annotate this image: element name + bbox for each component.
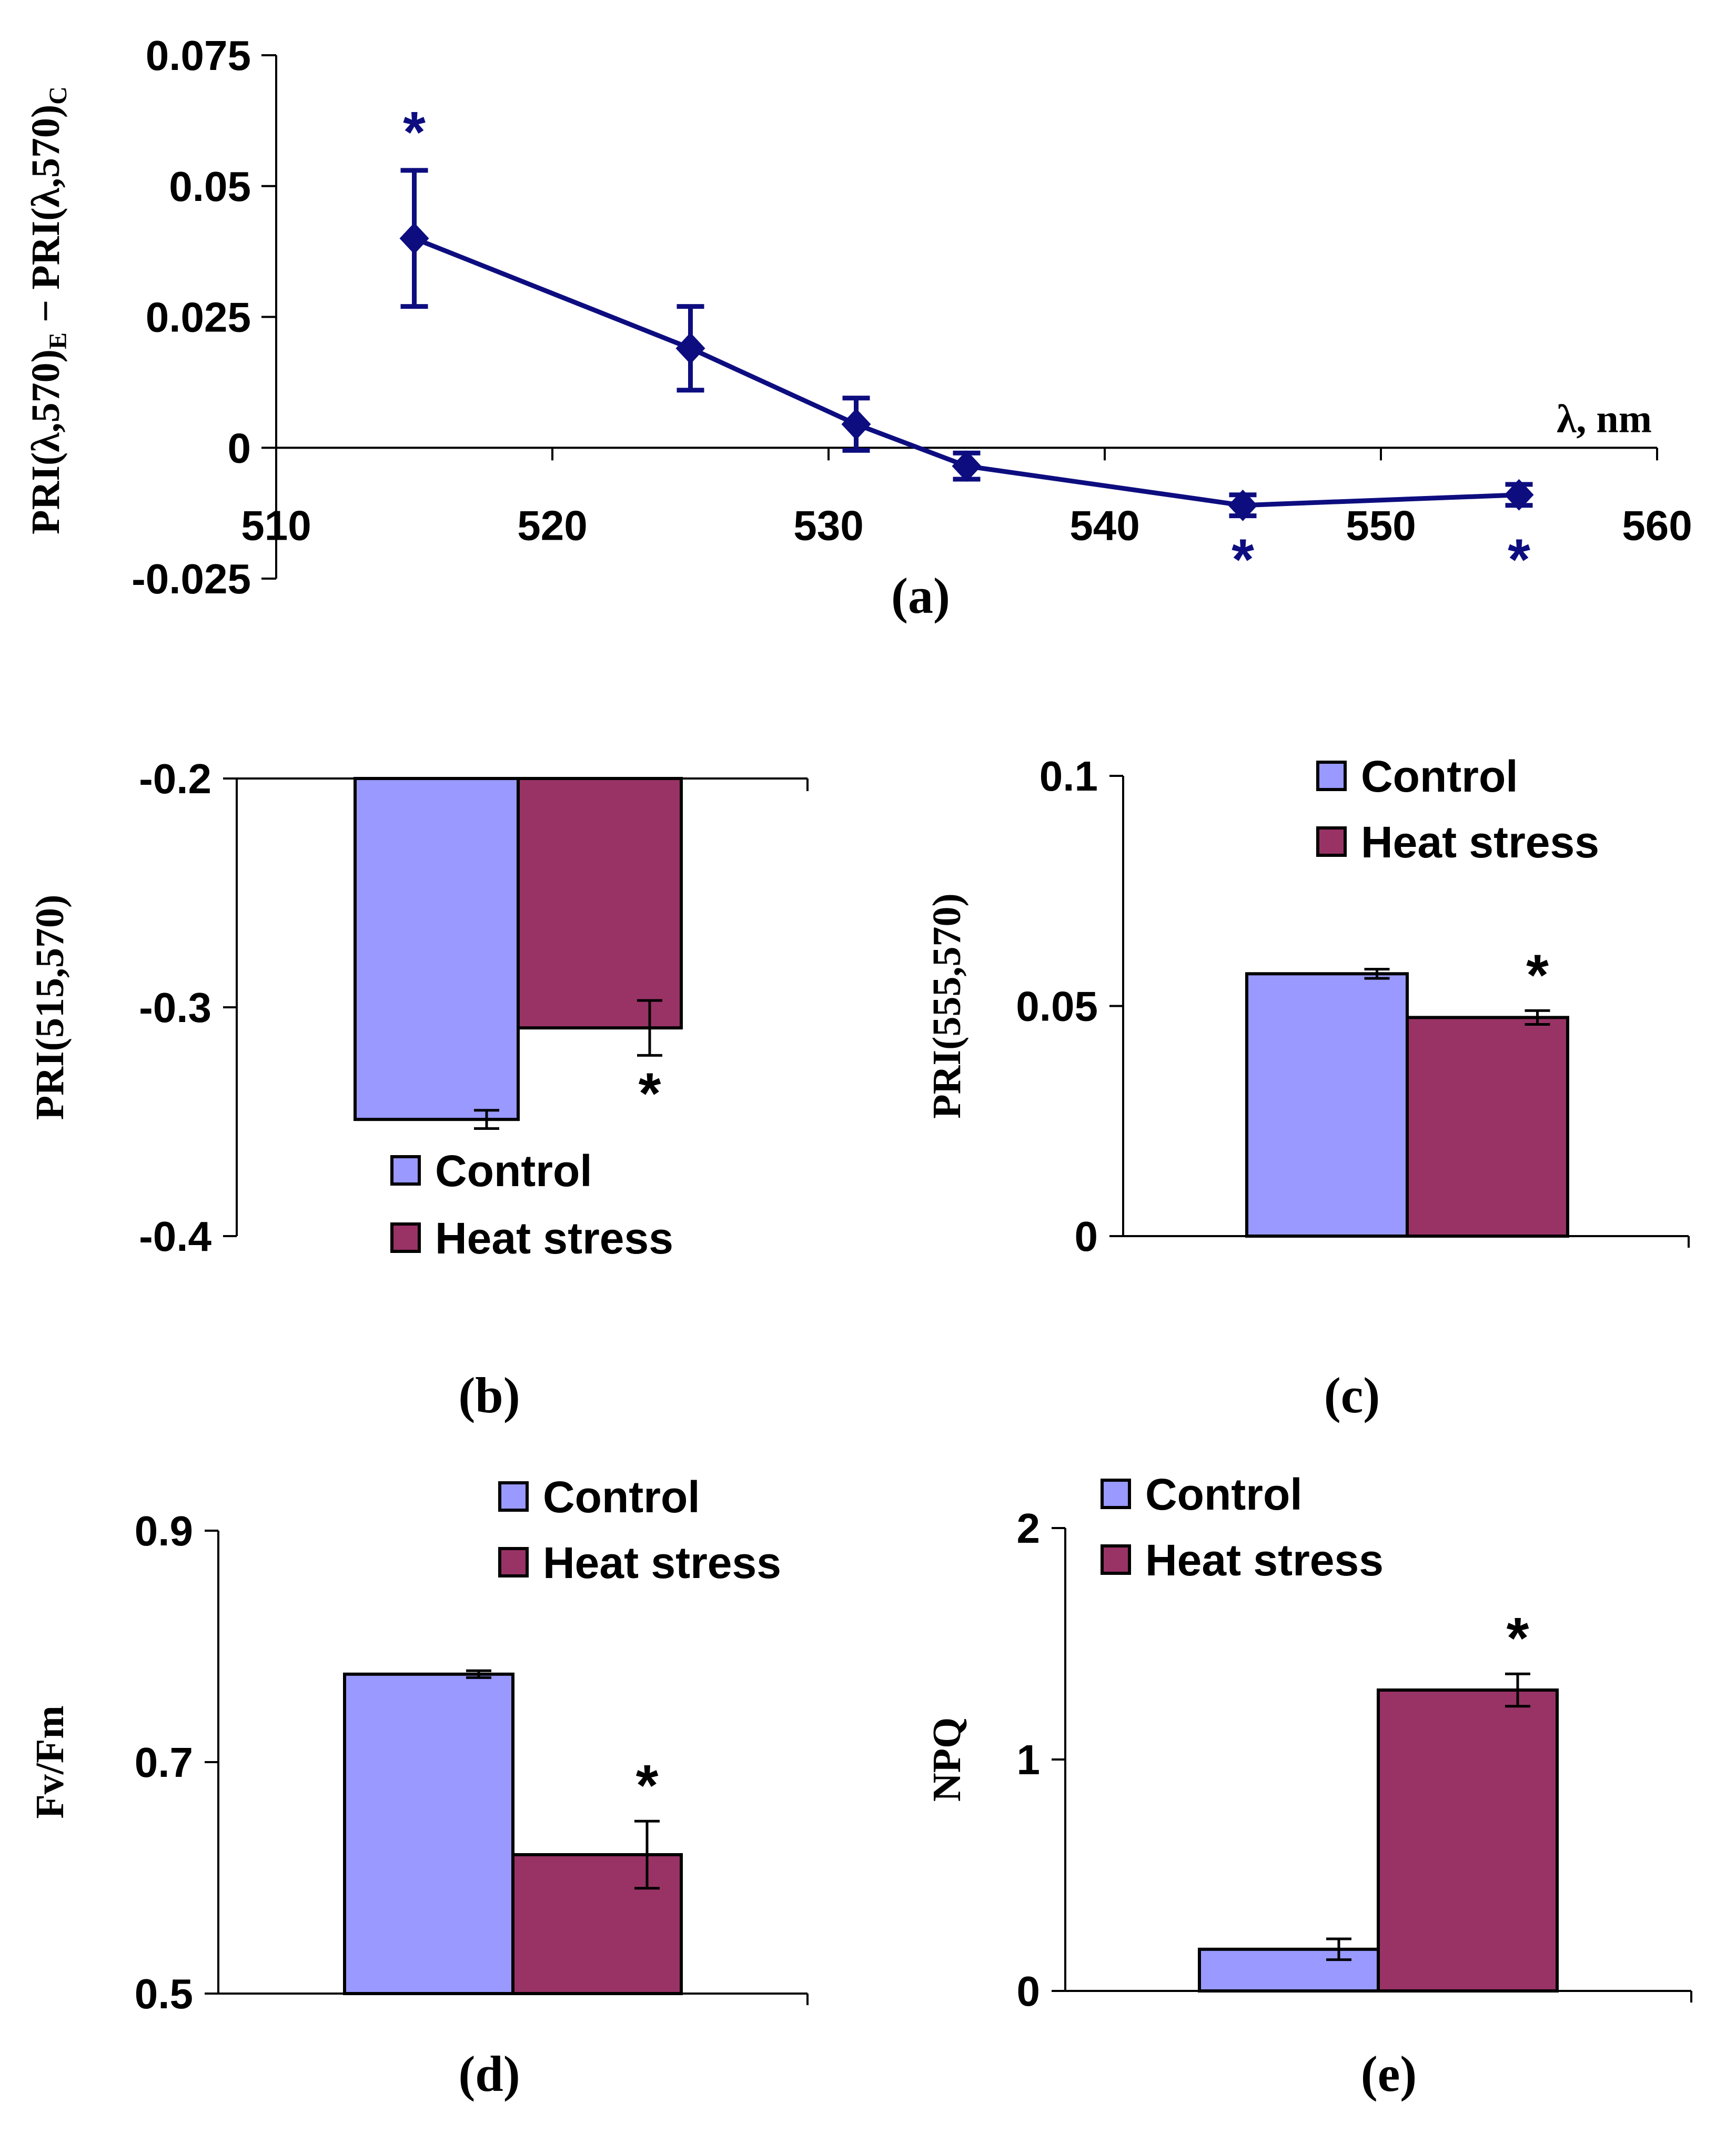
panel-c-legend-label-control: Control — [1361, 752, 1518, 801]
panel-e-y-axis-label: NPQ — [925, 1717, 969, 1802]
panel-d-axes: 0.9 0.7 0.5 — [135, 1508, 809, 2017]
panel-b-y-axis-label: PRI(515,570) — [28, 895, 72, 1120]
panel-d-legend-label-heat-stress: Heat stress — [543, 1538, 781, 1587]
panel-e-bar-control — [1198, 1947, 1380, 1993]
panel-a-y-label-part-2: PRI(λ,570) — [24, 105, 68, 290]
panel-label-b: (b) — [458, 1367, 520, 1423]
panel-d-y-tick-label: 0.7 — [135, 1739, 193, 1786]
panel-b-legend-swatch-heat-stress — [390, 1222, 421, 1253]
panel-a-y-label-sub-e: E — [44, 332, 72, 349]
panel-e-y-tick-label: 1 — [1017, 1736, 1041, 1783]
panel-c-legend-label-heat-stress: Heat stress — [1361, 817, 1599, 867]
panel-e-marks: * — [1198, 1606, 1559, 1993]
panel-e-legend-label-control: Control — [1145, 1470, 1303, 1519]
panel-a-marks: * * * — [399, 100, 1534, 592]
panel-a-data-point — [1504, 479, 1534, 511]
panel-label-a: (a) — [891, 568, 950, 624]
panel-a-y-tick-label: 0.075 — [146, 32, 251, 79]
panel-d-y-tick-label: 0.9 — [135, 1508, 193, 1554]
panel-a-y-axis-label: PRI(λ,570)E − PRI(λ,570)C — [24, 86, 72, 534]
panel-b-y-tick-label: -0.3 — [139, 984, 211, 1031]
panel-label-d: (d) — [458, 2046, 520, 2102]
panel-b-bar-heat-stress — [517, 777, 683, 1030]
panel-a-data-point — [399, 223, 429, 255]
panel-a-x-axis-label: λ, nm — [1557, 397, 1652, 441]
panel-c-legend-swatch-heat-stress — [1316, 826, 1347, 857]
panel-c-bar-control — [1245, 972, 1409, 1238]
panel-a-x-tick-label: 550 — [1346, 502, 1416, 549]
panel-c-y-tick-label: 0 — [1075, 1213, 1098, 1260]
panel-b-bar-chart: -0.2 -0.3 -0.4 * Control Heat stress PRI(51… — [28, 755, 809, 1423]
panel-e-legend-swatch-control — [1101, 1479, 1131, 1509]
panel-a-significance-star: * — [1232, 527, 1254, 592]
panel-d-y-tick-label: 0.5 — [135, 1970, 193, 2017]
panel-e-y-tick-label: 0 — [1017, 1968, 1041, 2015]
panel-c-marks: * — [1245, 943, 1569, 1238]
panel-d-legend-swatch-control — [498, 1481, 529, 1512]
panel-c-y-tick-label: 0.1 — [1039, 753, 1098, 800]
panel-e-bar-chart: 2 1 0 * Control Heat stress NPQ (e) — [925, 1470, 1692, 2102]
panel-a-x-tick-label: 540 — [1069, 502, 1139, 549]
panel-d-bar-control — [343, 1672, 514, 1996]
panel-b-legend-swatch-control — [390, 1155, 421, 1186]
panel-b-legend-label-control: Control — [435, 1146, 592, 1196]
panel-a-x-tick-label: 520 — [517, 502, 587, 549]
panel-b-y-tick-label: -0.2 — [139, 755, 211, 802]
panel-a-y-tick-label: 0.05 — [169, 163, 251, 210]
panel-c-bar-chart: 0.1 0.05 0 * Control Heat stress PRI(555,57… — [925, 752, 1690, 1423]
panel-b-y-tick-label: -0.4 — [139, 1213, 211, 1260]
panel-e-y-tick-label: 2 — [1017, 1505, 1041, 1552]
panel-e-bar-heat-stress — [1377, 1688, 1559, 1993]
panel-d-legend: Control Heat stress — [498, 1472, 781, 1587]
panel-e-significance-star: * — [1507, 1606, 1529, 1671]
panel-a-axes: 0.075 0.05 0.025 0 -0.025 510 520 530 540 550 560 — [132, 32, 1692, 602]
panel-a-x-tick-label: 560 — [1622, 502, 1692, 549]
panel-a-y-tick-label: -0.025 — [132, 555, 251, 602]
panel-d-y-axis-label: Fv/Fm — [28, 1705, 72, 1818]
panel-a-data-point — [1228, 489, 1258, 521]
panel-c-y-tick-label: 0.05 — [1016, 983, 1098, 1030]
panel-d-significance-star: * — [636, 1753, 659, 1818]
panel-c-legend-swatch-control — [1316, 761, 1347, 791]
panel-e-legend-swatch-heat-stress — [1101, 1544, 1131, 1575]
panel-a-y-tick-label: 0.025 — [146, 294, 251, 341]
panel-d-bar-chart: 0.9 0.7 0.5 * Control Heat stress Fv/Fm (d) — [28, 1472, 809, 2102]
panel-a-data-point — [675, 332, 705, 365]
panel-b-significance-star: * — [639, 1061, 661, 1126]
panel-e-legend: Control Heat stress — [1101, 1470, 1384, 1585]
panel-c-axes: 0.1 0.05 0 — [1016, 753, 1690, 1260]
panel-b-bar-control — [354, 777, 520, 1121]
panel-a-x-tick-label: 510 — [241, 502, 311, 549]
panel-a-significance-star: * — [403, 100, 426, 165]
panel-b-marks: * — [354, 777, 683, 1130]
panel-a-data-point — [952, 450, 982, 482]
panel-label-e: (e) — [1361, 2046, 1417, 2102]
panel-b-legend: Control Heat stress — [390, 1146, 673, 1263]
panel-a-series-line — [413, 236, 1519, 508]
panel-d-bar-heat-stress — [511, 1853, 683, 1995]
panel-a-y-tick-label: 0 — [228, 424, 251, 471]
panel-e-axes: 2 1 0 — [1017, 1505, 1692, 2015]
panel-a-y-label-part-1: PRI(λ,570) — [24, 349, 68, 534]
panel-c-bar-heat-stress — [1406, 1016, 1569, 1238]
panel-label-c: (c) — [1324, 1367, 1380, 1423]
panel-e-legend-label-heat-stress: Heat stress — [1145, 1535, 1384, 1585]
panel-d-legend-label-control: Control — [543, 1472, 700, 1522]
panel-a-data-point — [841, 408, 871, 440]
panel-b-legend-label-heat-stress: Heat stress — [435, 1213, 673, 1263]
panel-c-y-axis-label: PRI(555,570) — [925, 893, 969, 1119]
panel-a-significance-star: * — [1508, 527, 1530, 592]
panel-a-y-label-sub-c: C — [44, 86, 72, 105]
panel-a-x-tick-label: 530 — [793, 502, 863, 549]
panel-d-legend-swatch-heat-stress — [498, 1547, 529, 1577]
panel-a-y-label-minus: − — [24, 290, 68, 332]
panel-c-significance-star: * — [1526, 943, 1549, 1007]
panel-c-legend: Control Heat stress — [1316, 752, 1599, 867]
panel-d-marks: * — [343, 1669, 683, 1996]
